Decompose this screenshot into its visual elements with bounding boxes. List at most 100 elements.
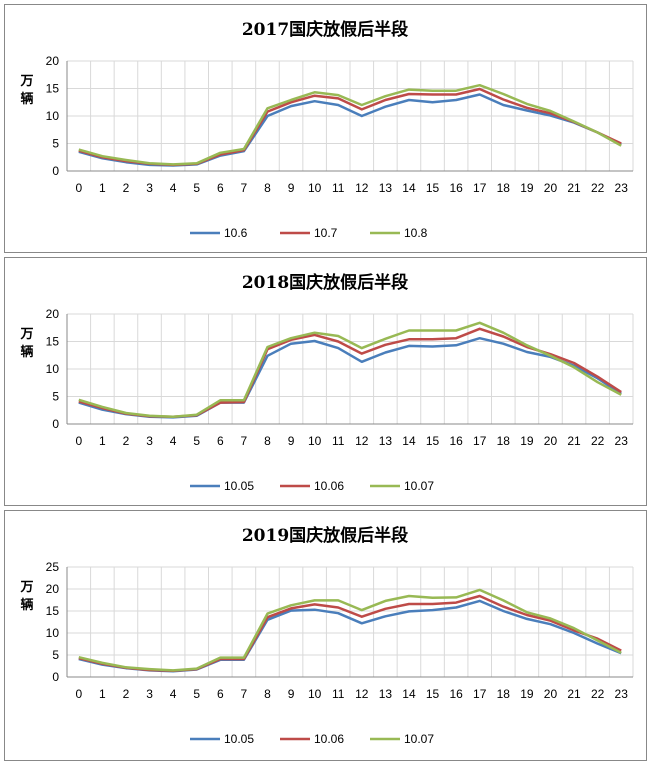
x-tick-label: 16 [449, 181, 463, 195]
x-tick-label: 11 [332, 687, 345, 701]
x-tick-label: 4 [170, 687, 177, 701]
x-tick-label: 9 [288, 687, 295, 701]
y-tick-label: 20 [46, 307, 60, 321]
legend-label: 10.6 [224, 226, 248, 240]
x-tick-label: 23 [615, 181, 629, 195]
x-tick-label: 7 [241, 687, 248, 701]
x-tick-label: 8 [264, 181, 271, 195]
legend-label: 10.05 [224, 479, 254, 493]
chart-panel-2017: 2017国庆放假后半段 万辆 0 5 10 15 20 0 1 2 3 4 5 6 7 8 9 10 11 12 13 1… [4, 4, 647, 253]
x-tick-label: 19 [520, 434, 534, 448]
legend-label: 10.07 [404, 479, 434, 493]
legend-label: 10.7 [314, 226, 338, 240]
x-tick-label: 5 [193, 181, 200, 195]
x-tick-label: 19 [520, 181, 534, 195]
x-tick-label: 0 [75, 181, 82, 195]
x-tick-label: 21 [567, 434, 581, 448]
x-tick-label: 12 [355, 181, 369, 195]
x-tick-label: 20 [544, 687, 558, 701]
x-tick-label: 9 [288, 434, 295, 448]
y-axis-label: 万辆 [19, 580, 33, 613]
legend-item: 10.06 [280, 732, 344, 746]
legend-item: 10.7 [280, 226, 338, 240]
x-tick-label: 8 [264, 434, 271, 448]
x-tick-label: 0 [75, 434, 82, 448]
y-tick-label: 0 [52, 164, 59, 178]
x-tick-label: 14 [402, 434, 416, 448]
x-tick-label: 13 [379, 181, 393, 195]
y-tick-label: 15 [46, 604, 60, 618]
x-tick-label: 17 [473, 687, 487, 701]
legend-label: 10.8 [404, 226, 428, 240]
x-tick-label: 18 [497, 687, 511, 701]
x-tick-label: 3 [146, 687, 153, 701]
x-tick-label: 4 [170, 434, 177, 448]
x-tick-label: 5 [193, 687, 200, 701]
legend-item: 10.6 [190, 226, 248, 240]
x-tick-label: 10 [308, 181, 322, 195]
x-tick-label: 1 [99, 687, 106, 701]
x-tick-label: 18 [497, 181, 511, 195]
y-tick-label: 10 [46, 626, 60, 640]
x-tick-label: 14 [402, 181, 416, 195]
x-tick-label: 10 [308, 434, 322, 448]
x-tick-label: 0 [75, 687, 82, 701]
x-tick-label: 17 [473, 434, 487, 448]
x-tick-label: 18 [497, 434, 511, 448]
legend-item: 10.05 [190, 479, 254, 493]
x-tick-label: 15 [426, 687, 440, 701]
x-tick-label: 6 [217, 434, 224, 448]
x-tick-label: 2 [123, 687, 130, 701]
x-tick-label: 20 [544, 434, 558, 448]
x-tick-label: 21 [567, 687, 581, 701]
x-tick-label: 22 [591, 181, 605, 195]
chart-panel-2018: 2018国庆放假后半段 万辆 0 5 10 15 20 0 1 2 3 4 5 6 7 8 9 10 11 12 13 1… [4, 257, 647, 506]
x-tick-label: 22 [591, 434, 605, 448]
legend-item: 10.07 [370, 732, 434, 746]
chart-title: 2018国庆放假后半段 [242, 272, 408, 293]
y-tick-label: 5 [52, 390, 59, 404]
x-tick-label: 1 [99, 434, 106, 448]
x-tick-label: 23 [615, 687, 629, 701]
x-tick-label: 20 [544, 181, 558, 195]
chart-title: 2017国庆放假后半段 [242, 19, 408, 40]
legend-label: 10.05 [224, 732, 254, 746]
x-tick-label: 11 [332, 181, 345, 195]
x-tick-label: 3 [146, 181, 153, 195]
y-tick-label: 15 [46, 335, 60, 349]
legend-item: 10.8 [370, 226, 428, 240]
x-tick-label: 9 [288, 181, 295, 195]
x-tick-label: 6 [217, 687, 224, 701]
x-tick-label: 13 [379, 687, 393, 701]
y-tick-label: 5 [52, 137, 59, 151]
x-tick-label: 7 [241, 434, 248, 448]
y-axis-label: 万辆 [19, 74, 33, 107]
x-tick-label: 16 [449, 434, 463, 448]
legend-item: 10.07 [370, 479, 434, 493]
x-tick-label: 6 [217, 181, 224, 195]
y-tick-label: 20 [46, 582, 60, 596]
x-tick-label: 14 [402, 687, 416, 701]
x-tick-label: 22 [591, 687, 605, 701]
series-line-2 [78, 83, 622, 166]
x-tick-label: 5 [193, 434, 200, 448]
y-tick-label: 10 [46, 109, 60, 123]
y-tick-label: 25 [46, 560, 60, 574]
x-tick-label: 15 [426, 434, 440, 448]
x-tick-label: 16 [449, 687, 463, 701]
x-tick-label: 19 [520, 687, 534, 701]
legend-item: 10.06 [280, 479, 344, 493]
y-tick-label: 5 [52, 648, 59, 662]
x-tick-label: 17 [473, 181, 487, 195]
x-tick-label: 15 [426, 181, 440, 195]
x-tick-label: 12 [355, 687, 369, 701]
chart-title: 2019国庆放假后半段 [242, 525, 408, 546]
legend-label: 10.06 [314, 732, 344, 746]
x-tick-label: 21 [567, 181, 581, 195]
series-line-2 [78, 321, 622, 419]
y-tick-label: 15 [46, 82, 60, 96]
y-tick-label: 10 [46, 362, 60, 376]
